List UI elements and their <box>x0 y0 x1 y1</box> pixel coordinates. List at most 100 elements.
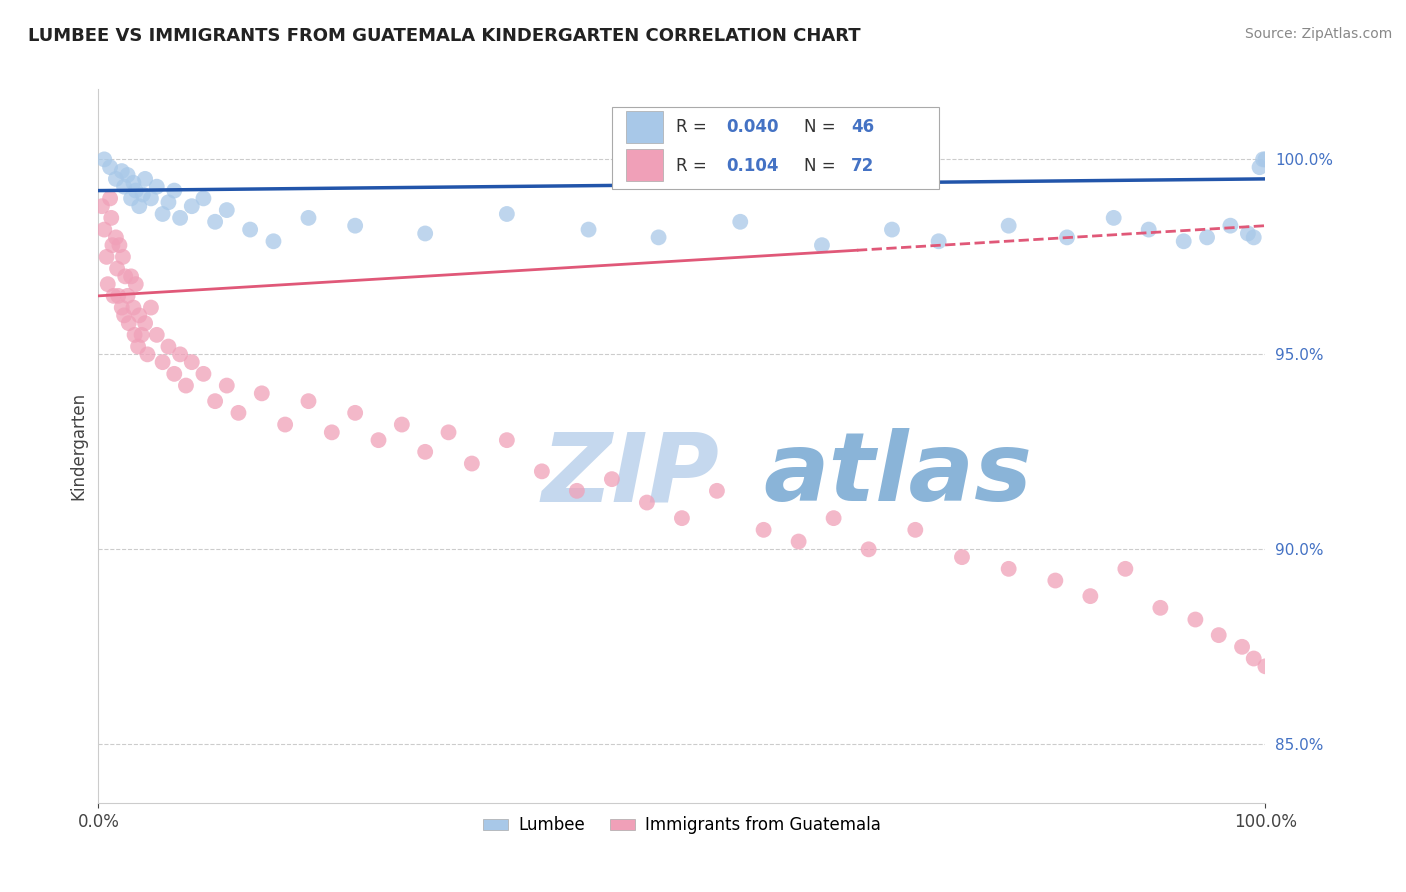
Text: 0.040: 0.040 <box>727 118 779 136</box>
Point <box>124 327 146 342</box>
Point <box>413 227 436 241</box>
Point <box>107 289 129 303</box>
Point <box>114 269 136 284</box>
Point <box>134 172 156 186</box>
Text: 46: 46 <box>851 118 875 136</box>
FancyBboxPatch shape <box>626 149 664 181</box>
Point <box>117 168 139 182</box>
Point <box>730 215 752 229</box>
Point <box>496 207 519 221</box>
Point <box>344 406 367 420</box>
Point <box>1243 230 1265 244</box>
Legend: Lumbee, Immigrants from Guatemala: Lumbee, Immigrants from Guatemala <box>477 810 887 841</box>
Point <box>132 187 155 202</box>
Point <box>1137 222 1160 236</box>
Point <box>139 191 162 205</box>
Point <box>174 378 197 392</box>
Point <box>204 215 226 229</box>
Point <box>157 195 180 210</box>
Text: LUMBEE VS IMMIGRANTS FROM GUATEMALA KINDERGARTEN CORRELATION CHART: LUMBEE VS IMMIGRANTS FROM GUATEMALA KIND… <box>28 27 860 45</box>
Point <box>752 523 775 537</box>
Point <box>97 277 120 292</box>
Point <box>215 378 238 392</box>
Point <box>146 179 169 194</box>
Point <box>1243 651 1265 665</box>
Point <box>928 234 950 248</box>
Point <box>1173 234 1195 248</box>
Point <box>120 191 142 205</box>
Point <box>367 433 389 447</box>
Point <box>157 340 180 354</box>
Point <box>530 464 553 478</box>
Point <box>262 234 284 248</box>
Point <box>112 179 135 194</box>
Text: N =: N = <box>804 118 841 136</box>
Point <box>997 219 1019 233</box>
Point <box>152 355 174 369</box>
Point <box>297 211 319 225</box>
Point <box>101 238 124 252</box>
Point <box>117 289 139 303</box>
Point <box>1149 600 1171 615</box>
Point <box>344 219 367 233</box>
Point <box>193 191 215 205</box>
Text: 72: 72 <box>851 157 875 175</box>
Text: Source: ZipAtlas.com: Source: ZipAtlas.com <box>1244 27 1392 41</box>
Point <box>193 367 215 381</box>
Point <box>103 289 125 303</box>
Point <box>118 316 141 330</box>
Point <box>128 309 150 323</box>
Point <box>1254 153 1277 167</box>
Point <box>105 261 128 276</box>
Point <box>1219 219 1241 233</box>
Point <box>111 250 134 264</box>
Text: R =: R = <box>676 118 711 136</box>
Point <box>565 483 588 498</box>
Text: atlas: atlas <box>763 428 1032 521</box>
Point <box>100 211 122 225</box>
Point <box>578 222 600 236</box>
Point <box>111 164 134 178</box>
Point <box>496 433 519 447</box>
Point <box>228 406 250 420</box>
Point <box>997 562 1019 576</box>
Point <box>250 386 273 401</box>
Point <box>647 230 669 244</box>
Point <box>1114 562 1136 576</box>
Text: 0.104: 0.104 <box>727 157 779 175</box>
Point <box>163 184 186 198</box>
Point <box>111 301 134 315</box>
Point <box>321 425 343 440</box>
Point <box>112 309 135 323</box>
Text: R =: R = <box>676 157 711 175</box>
Point <box>787 534 810 549</box>
Point <box>120 269 142 284</box>
Point <box>461 457 484 471</box>
Point <box>96 250 118 264</box>
Point <box>180 199 202 213</box>
Point <box>950 550 973 565</box>
Point <box>134 316 156 330</box>
Point <box>437 425 460 440</box>
Point <box>239 222 262 236</box>
Point <box>108 238 131 252</box>
Point <box>823 511 845 525</box>
Point <box>122 301 145 315</box>
Point <box>1080 589 1102 603</box>
Point <box>204 394 226 409</box>
Point <box>152 207 174 221</box>
Point <box>93 222 115 236</box>
Point <box>600 472 623 486</box>
Point <box>1184 613 1206 627</box>
Point <box>811 238 834 252</box>
Point <box>274 417 297 432</box>
Point <box>131 327 153 342</box>
Point <box>1045 574 1067 588</box>
Point <box>104 172 127 186</box>
Point <box>413 445 436 459</box>
Point <box>93 153 115 167</box>
Point <box>880 222 903 236</box>
Point <box>1237 227 1260 241</box>
Point <box>127 340 149 354</box>
Point <box>1208 628 1230 642</box>
